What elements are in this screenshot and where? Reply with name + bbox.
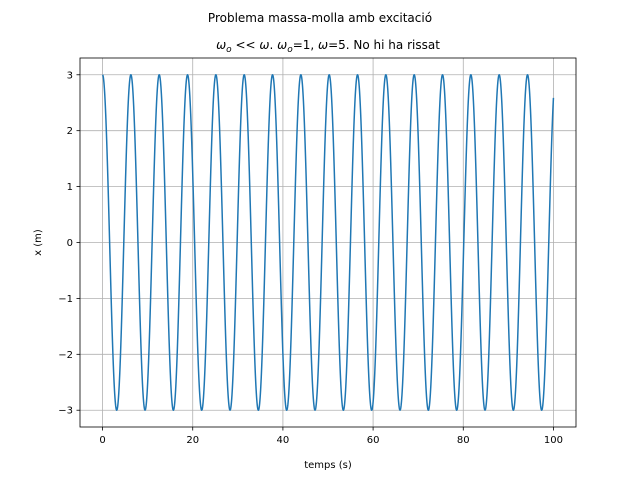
y-tick-label: −1 xyxy=(58,294,73,305)
figure-suptitle: Problema massa-molla amb excitació xyxy=(208,11,432,25)
title-omega-b: ω xyxy=(318,38,328,52)
ticks: 0 20 40 60 80 100 −3 −2 −1 0 1 2 3 xyxy=(58,70,563,446)
x-tick-label: 40 xyxy=(277,435,290,446)
series-line xyxy=(102,74,555,411)
title-omega: ω xyxy=(259,38,269,52)
y-tick-label: 3 xyxy=(67,70,73,81)
title-eq-omega0: =1, xyxy=(293,38,318,52)
y-tick-label: 1 xyxy=(67,182,73,193)
x-tick-label: 0 xyxy=(99,435,105,446)
y-axis-label: x (m) xyxy=(33,229,44,256)
title-eq-omega: =5. No hi ha rissat xyxy=(328,38,440,52)
title-lt: << xyxy=(235,38,255,52)
title-omega0: ω xyxy=(216,38,226,52)
y-tick-label: 2 xyxy=(67,126,73,137)
line-layer xyxy=(102,74,555,411)
x-tick-label: 60 xyxy=(367,435,380,446)
y-tick-label: 0 xyxy=(67,238,73,249)
y-tick-label: −3 xyxy=(58,406,73,417)
x-axis-label: temps (s) xyxy=(304,460,352,471)
title-omega0-sub: o xyxy=(226,45,232,55)
y-tick-label: −2 xyxy=(58,350,73,361)
title-after-omega: . xyxy=(269,38,277,52)
x-tick-label: 20 xyxy=(186,435,199,446)
title-omega0-b-sub: o xyxy=(287,45,293,55)
x-tick-label: 100 xyxy=(544,435,563,446)
title-omega0-b: ω xyxy=(277,38,287,52)
chart-title: ωo << ω. ωo=1, ω=5. No hi ha rissat xyxy=(216,38,440,55)
x-tick-label: 80 xyxy=(457,435,470,446)
